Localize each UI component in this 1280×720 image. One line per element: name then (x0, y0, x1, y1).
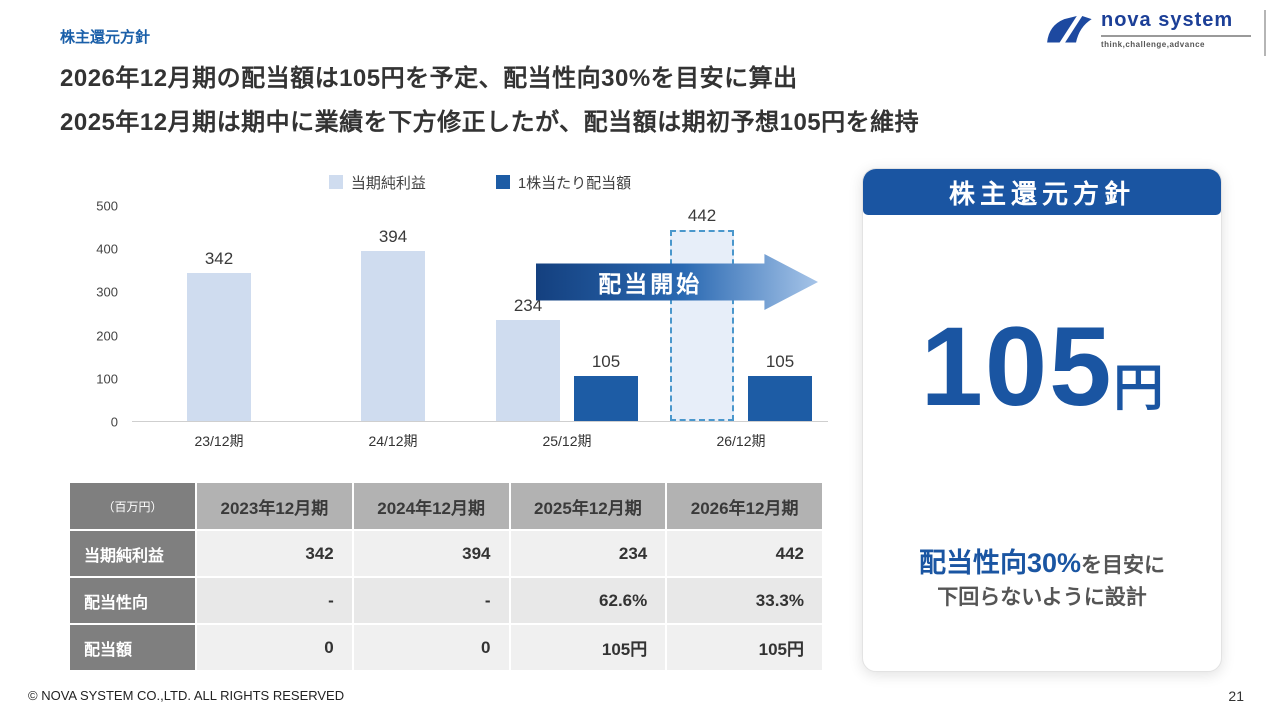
bar-group-2: 394 (306, 206, 480, 421)
legend-item-dividend: 1株当たり配当額 (495, 172, 632, 192)
table-cell-r2-c3: 62.6% (510, 578, 666, 623)
table-col-header-3: 2025年12月期 (510, 483, 666, 529)
bar-24/12期-series1 (361, 251, 425, 421)
table-row-label-2: 配当性向 (70, 578, 195, 623)
bar-value-label: 342 (204, 249, 234, 268)
table-cell-r2-c4: 33.3% (667, 578, 822, 623)
table-col-header-1: 2023年12月期 (197, 483, 352, 529)
bar-25/12期-series2 (574, 376, 638, 421)
logo-tagline: think,challenge,advance (1101, 40, 1205, 49)
x-axis-label: 25/12期 (542, 433, 592, 449)
table-cell-r3-c4: 105円 (667, 625, 822, 670)
arrow-label: 配当開始 (598, 271, 703, 297)
bar-group-1: 342 (132, 206, 306, 421)
bar-26/12期-series2 (748, 376, 812, 421)
legend-swatch-light (328, 175, 343, 189)
dividend-amount-value: 105 (920, 304, 1114, 429)
note-highlight: 配当性向30% (918, 548, 1082, 578)
y-axis: 0 100 200 300 400 500 (70, 200, 132, 429)
slide-title-line1: 2026年12月期の配当額は105円を予定、配当性向30%を目安に算出 (60, 65, 798, 92)
page-number: 21 (1228, 688, 1244, 704)
nova-logo-icon (1047, 15, 1092, 43)
table-row-label-3: 配当額 (70, 625, 195, 670)
dividend-amount-unit: 円 (1113, 360, 1164, 416)
plot-area: 342 394 234 105 442 105 配当開始 (132, 206, 828, 422)
bar-value-label: 234 (513, 296, 543, 315)
bar-26/12期-series1 (670, 230, 734, 421)
table-cell-r1-c3: 234 (510, 531, 666, 576)
bar-value-label: 105 (765, 352, 795, 371)
x-axis-label: 23/12期 (194, 433, 244, 449)
dividend-amount: 105 円 (863, 311, 1221, 423)
table-row-label-1: 当期純利益 (70, 531, 195, 576)
legend-item-net-income: 当期純利益 (328, 172, 426, 192)
card-note-line1: 配当性向30%を目安に (863, 545, 1221, 583)
y-tick-500: 500 (96, 198, 118, 214)
bar-wrap: 394 (361, 227, 425, 421)
x-axis: 23/12期 24/12期 25/12期 26/12期 (132, 431, 828, 451)
y-tick-300: 300 (96, 284, 118, 300)
bar-wrap: 342 (187, 249, 251, 421)
legend-swatch-dark (495, 175, 510, 189)
plot-row: 0 100 200 300 400 500 342 394 234 105 442 105 配当開始 (70, 200, 828, 429)
table-cell-r3-c3: 105円 (510, 625, 666, 670)
bar-23/12期-series1 (187, 273, 251, 421)
y-tick-100: 100 (96, 371, 118, 387)
bar-wrap: 105 (748, 352, 812, 421)
y-tick-0: 0 (110, 414, 118, 430)
table-cell-r2-c1: - (197, 578, 352, 623)
bar-wrap: 105 (574, 352, 638, 421)
company-logo: nova system think,challenge,advance (1044, 10, 1266, 56)
card-note-line2: 下回らないように設計 (937, 585, 1147, 609)
card-title: 株主還元方針 (863, 169, 1221, 215)
copyright: © NOVA SYSTEM CO.,LTD. ALL RIGHTS RESERV… (28, 688, 345, 703)
section-label: 株主還元方針 (60, 29, 151, 46)
bar-wrap: 442 (670, 206, 734, 421)
logo-text: nova system think,challenge,advance (1101, 10, 1251, 49)
x-axis-label: 24/12期 (368, 433, 418, 449)
table-cell-r1-c2: 394 (353, 531, 509, 576)
table-col-header-4: 2026年12月期 (667, 483, 822, 529)
legend-label: 当期純利益 (350, 174, 426, 192)
table-col-header-2: 2024年12月期 (353, 483, 509, 529)
bar-value-label: 105 (591, 352, 621, 371)
logo-vertical-divider (1264, 10, 1266, 56)
legend-label: 1株当たり配当額 (517, 174, 632, 192)
card-note: 配当性向30%を目安に 下回らないように設計 (863, 545, 1221, 612)
table-cell-r1-c1: 342 (197, 531, 352, 576)
y-tick-200: 200 (96, 328, 118, 344)
bar-25/12期-series1 (496, 320, 560, 421)
table-cell-r1-c4: 442 (667, 531, 822, 576)
bar-group-3: 234 105 (480, 206, 654, 421)
shareholder-return-card: 株主還元方針 105 円 配当性向30%を目安に 下回らないように設計 (862, 168, 1222, 672)
table-cell-r3-c1: 0 (197, 625, 352, 670)
financials-table: （百万円） 2023年12月期 2024年12月期 2025年12月期 2026年12月… (70, 483, 822, 670)
note-tail: を目安に (1081, 554, 1166, 577)
bar-group-4: 442 105 (654, 206, 828, 421)
table-unit-header: （百万円） (70, 483, 195, 529)
x-axis-label: 26/12期 (716, 433, 766, 449)
bar-groups: 342 394 234 105 442 105 (132, 206, 828, 421)
table-cell-r2-c2: - (353, 578, 509, 623)
bar-value-label: 442 (687, 206, 717, 225)
logo-name: nova system (1101, 9, 1234, 31)
chart-legend: 当期純利益 1株当たり配当額 (132, 172, 828, 192)
logo-divider (1101, 35, 1251, 37)
y-tick-400: 400 (96, 241, 118, 257)
table-cell-r3-c2: 0 (353, 625, 509, 670)
slide-title-line2: 2025年12月期は期中に業績を下方修正したが、配当額は期初予想105円を維持 (60, 109, 920, 136)
bar-value-label: 394 (378, 227, 408, 246)
dividend-bar-chart: 当期純利益 1株当たり配当額 0 100 200 300 400 500 342 394 23… (70, 172, 828, 451)
bar-wrap: 234 (496, 296, 560, 421)
